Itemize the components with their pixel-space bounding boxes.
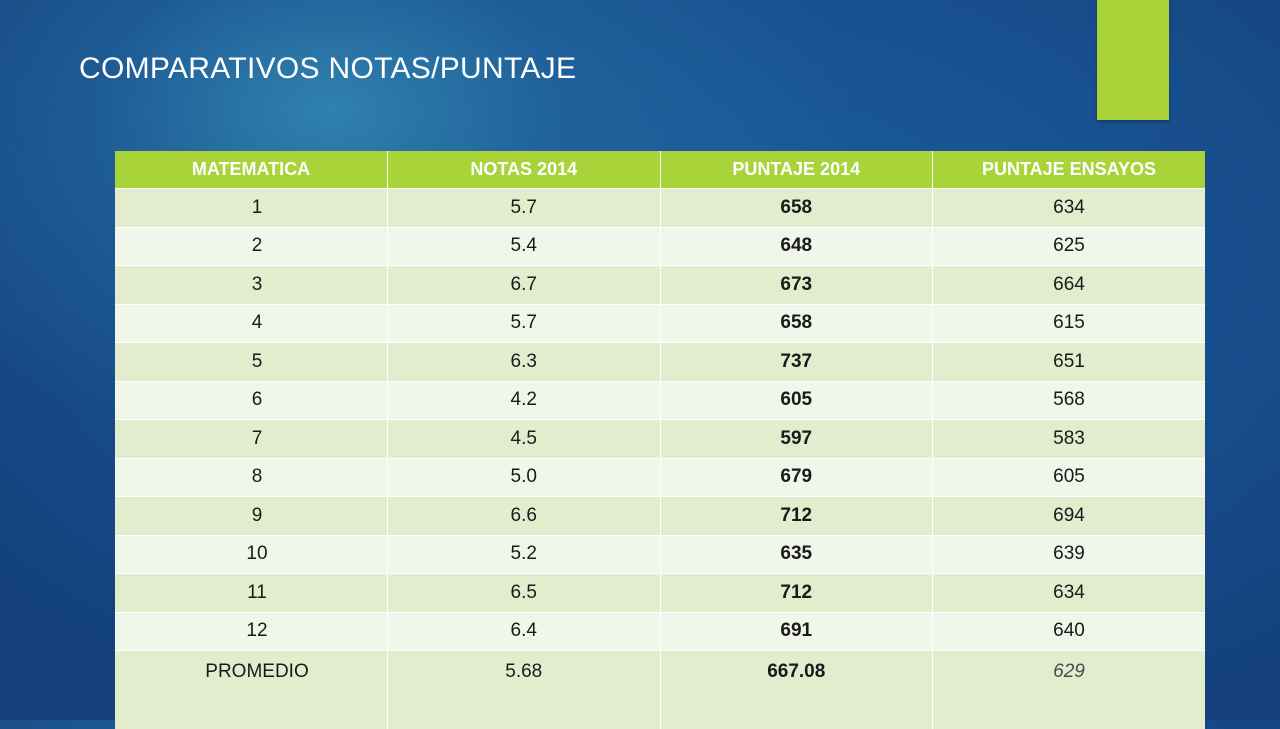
cell-ensayo: 605 (933, 458, 1206, 497)
cell-ensayo: 640 (933, 612, 1206, 651)
header-matematica: MATEMATICA (115, 151, 388, 189)
table-row: 4 5.7 658 615 (115, 304, 1205, 343)
cell-nota: 5.2 (388, 535, 661, 574)
cell-student: 8 (115, 458, 388, 497)
cell-nota: 6.5 (388, 574, 661, 613)
cell-nota: 6.3 (388, 343, 661, 382)
table-row: 6 4.2 605 568 (115, 381, 1205, 420)
cell-student: 6 (115, 381, 388, 420)
summary-label: PROMEDIO (115, 651, 388, 729)
cell-puntaje: 691 (660, 612, 933, 651)
cell-student: 2 (115, 227, 388, 266)
table-row: 8 5.0 679 605 (115, 458, 1205, 497)
summary-row: PROMEDIO 5.68 667.08 629 (115, 651, 1205, 729)
cell-nota: 5.4 (388, 227, 661, 266)
header-notas-2014: NOTAS 2014 (388, 151, 661, 189)
table-body: 1 5.7 658 634 2 5.4 648 625 3 6.7 673 66… (115, 189, 1205, 729)
table-row: 3 6.7 673 664 (115, 266, 1205, 305)
grades-table: MATEMATICA NOTAS 2014 PUNTAJE 2014 PUNTA… (115, 151, 1205, 729)
cell-puntaje: 679 (660, 458, 933, 497)
cell-nota: 5.7 (388, 304, 661, 343)
cell-nota: 6.7 (388, 266, 661, 305)
cell-puntaje: 737 (660, 343, 933, 382)
cell-puntaje: 635 (660, 535, 933, 574)
cell-puntaje: 673 (660, 266, 933, 305)
table-row: 5 6.3 737 651 (115, 343, 1205, 382)
cell-puntaje: 605 (660, 381, 933, 420)
cell-puntaje: 658 (660, 304, 933, 343)
cell-student: 3 (115, 266, 388, 305)
cell-nota: 4.5 (388, 420, 661, 459)
cell-puntaje: 648 (660, 227, 933, 266)
cell-student: 11 (115, 574, 388, 613)
cell-nota: 4.2 (388, 381, 661, 420)
cell-student: 5 (115, 343, 388, 382)
cell-ensayo: 694 (933, 497, 1206, 536)
table-row: 10 5.2 635 639 (115, 535, 1205, 574)
cell-puntaje: 712 (660, 574, 933, 613)
cell-ensayo: 639 (933, 535, 1206, 574)
cell-ensayo: 634 (933, 189, 1206, 228)
table-header-row: MATEMATICA NOTAS 2014 PUNTAJE 2014 PUNTA… (115, 151, 1205, 189)
cell-ensayo: 664 (933, 266, 1206, 305)
cell-puntaje: 712 (660, 497, 933, 536)
cell-nota: 5.0 (388, 458, 661, 497)
table-row: 9 6.6 712 694 (115, 497, 1205, 536)
cell-student: 10 (115, 535, 388, 574)
summary-nota: 5.68 (388, 651, 661, 729)
cell-ensayo: 615 (933, 304, 1206, 343)
cell-student: 1 (115, 189, 388, 228)
table-row: 2 5.4 648 625 (115, 227, 1205, 266)
slide-title: COMPARATIVOS NOTAS/PUNTAJE (79, 52, 576, 86)
cell-student: 7 (115, 420, 388, 459)
header-puntaje-ensayos: PUNTAJE ENSAYOS (933, 151, 1206, 189)
cell-nota: 5.7 (388, 189, 661, 228)
table-row: 12 6.4 691 640 (115, 612, 1205, 651)
cell-puntaje: 658 (660, 189, 933, 228)
cell-student: 4 (115, 304, 388, 343)
summary-ensayo: 629 (933, 651, 1206, 729)
table-row: 1 5.7 658 634 (115, 189, 1205, 228)
cell-ensayo: 583 (933, 420, 1206, 459)
cell-nota: 6.4 (388, 612, 661, 651)
header-puntaje-2014: PUNTAJE 2014 (660, 151, 933, 189)
table-row: 11 6.5 712 634 (115, 574, 1205, 613)
cell-ensayo: 651 (933, 343, 1206, 382)
cell-student: 12 (115, 612, 388, 651)
cell-puntaje: 597 (660, 420, 933, 459)
cell-student: 9 (115, 497, 388, 536)
summary-puntaje: 667.08 (660, 651, 933, 729)
cell-ensayo: 634 (933, 574, 1206, 613)
accent-bar (1097, 0, 1169, 120)
table-row: 7 4.5 597 583 (115, 420, 1205, 459)
cell-nota: 6.6 (388, 497, 661, 536)
cell-ensayo: 568 (933, 381, 1206, 420)
cell-ensayo: 625 (933, 227, 1206, 266)
